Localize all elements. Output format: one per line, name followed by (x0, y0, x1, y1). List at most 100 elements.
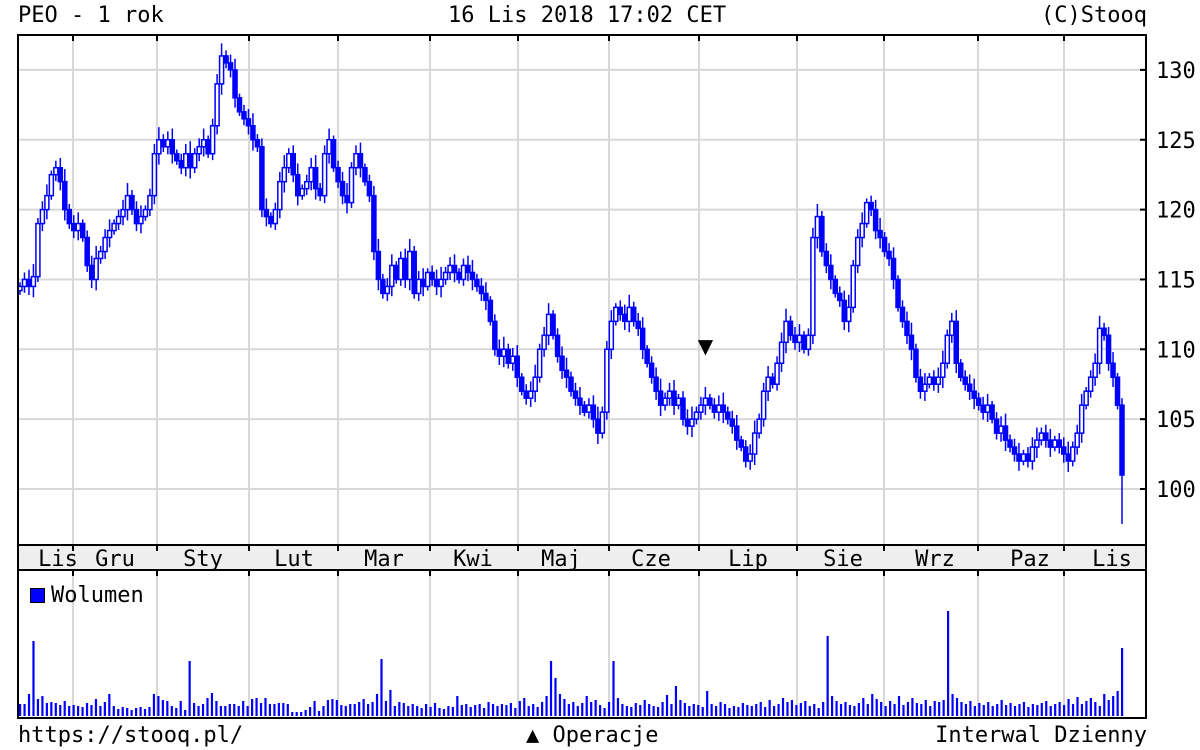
volume-bar (768, 700, 771, 716)
candle-up (1020, 453, 1027, 462)
volume-bar (942, 700, 945, 716)
volume-bar (817, 708, 820, 716)
candle-down (639, 327, 646, 351)
candle-up (389, 264, 395, 288)
x-tick-label: Wrz (915, 547, 955, 572)
volume-bar (1107, 700, 1110, 716)
candle-down (890, 257, 897, 281)
candle-up (805, 334, 812, 351)
candle-down (720, 404, 727, 413)
volume-bar (41, 696, 44, 716)
axis-labels: 100 105 110 115 120 125 130 Lis Gru Sty Lut Mar Kwi M… (38, 59, 1196, 572)
volume-bar (384, 701, 388, 716)
candle-down (79, 222, 86, 239)
volume-bar (755, 704, 758, 716)
volume-bar (389, 690, 392, 716)
volume-bar (166, 701, 169, 716)
candle-up (442, 271, 449, 281)
volume-bar (973, 706, 976, 716)
candle-down (451, 264, 458, 274)
candle-up (200, 139, 207, 148)
interval-label: Interwal Dzienny (935, 723, 1147, 748)
candle-up (106, 229, 113, 239)
volume-bar (670, 704, 673, 716)
x-tick-label: Cze (631, 547, 671, 572)
candle-up (415, 278, 422, 295)
candle-up (424, 271, 431, 288)
volume-bar (938, 702, 941, 716)
volume-bar (1121, 648, 1124, 716)
candle-up (760, 390, 767, 420)
volume-bar (1058, 702, 1061, 716)
candle-up (308, 166, 314, 183)
candle-down (496, 348, 503, 358)
volume-bar (19, 704, 22, 716)
volume-bar (822, 702, 825, 716)
candle-up (613, 306, 619, 323)
volume-bar (465, 704, 468, 716)
candle-up (850, 264, 856, 309)
candle-up (922, 383, 928, 392)
y-tick-label: 130 (1156, 59, 1196, 84)
candle-down (362, 166, 368, 183)
volume-bar (1031, 704, 1034, 716)
candle-up (147, 194, 153, 211)
volume-bar (242, 701, 245, 716)
volume-bar (500, 704, 504, 716)
candle-down (738, 439, 744, 448)
volume-bar (536, 707, 539, 716)
candle-up (156, 139, 162, 155)
candle-down (1065, 453, 1071, 462)
volume-bar (282, 703, 285, 716)
candle-down (456, 271, 462, 281)
candle-up (783, 320, 789, 344)
candle-down (433, 278, 440, 288)
candle-down (232, 69, 238, 99)
candle-down (402, 257, 409, 281)
volume-bar (951, 694, 954, 716)
candle-down (380, 278, 386, 295)
candle-down (174, 152, 180, 162)
volume-bar (964, 704, 968, 716)
candle-down (801, 334, 807, 351)
candle-down (962, 376, 968, 385)
stooq-link[interactable]: https://stooq.pl/ (18, 723, 244, 748)
volume-bar (103, 702, 106, 716)
volume-bar (456, 696, 459, 716)
candle-down (572, 390, 579, 399)
chart-datetime: 16 Lis 2018 17:02 CET (448, 3, 727, 28)
y-tick-label: 125 (1156, 129, 1196, 154)
candle-up (115, 215, 122, 225)
candle-down (26, 278, 32, 288)
volume-bar (737, 707, 740, 716)
volume-bar (853, 706, 856, 716)
candle-down (653, 376, 659, 392)
candle-up (209, 125, 216, 155)
candle-up (944, 334, 951, 365)
candle-down (205, 139, 211, 155)
candle-down (742, 446, 749, 462)
candle-down (160, 139, 167, 148)
volume-bar (251, 699, 254, 716)
volume-bar (947, 611, 950, 716)
candle-up (810, 236, 816, 337)
volume-bar (795, 705, 798, 716)
volume-bar (634, 703, 637, 716)
candle-up (693, 411, 700, 420)
candle-up (604, 348, 610, 413)
volume-bar (1094, 702, 1097, 716)
candle-up (53, 166, 59, 176)
candle-up (756, 418, 762, 434)
volume-bar (781, 698, 785, 716)
volume-bar (215, 701, 218, 716)
candle-down (635, 320, 641, 330)
volume-bar (277, 703, 280, 716)
volume-bar (866, 704, 869, 716)
volume-bar (1013, 706, 1017, 716)
candle-down (684, 418, 691, 427)
candle-down (733, 425, 740, 441)
candle-down (908, 334, 915, 351)
volume-bar (45, 703, 48, 716)
operations-legend[interactable]: ▲ Operacje (526, 723, 659, 748)
volume-bar (933, 701, 936, 716)
